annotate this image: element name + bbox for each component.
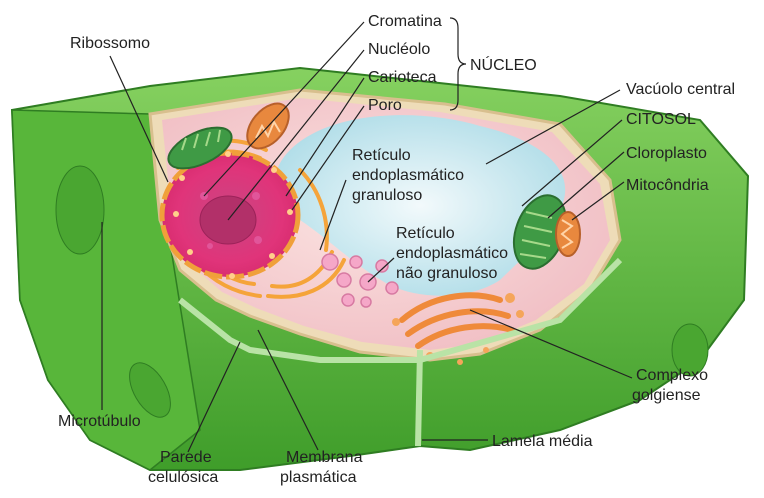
golgi-vesicles	[392, 293, 524, 365]
leader-nucleolo	[227, 49, 365, 221]
leader-lines	[101, 17, 633, 453]
label-citosol: CITOSOL	[626, 111, 696, 128]
leader-poro	[291, 105, 365, 211]
label-cromatina: Cromatina	[368, 13, 442, 30]
label-rer-line2: endoplasmático	[352, 167, 464, 184]
label-vacuolo: Vacúolo central	[626, 81, 735, 98]
middle-lamella	[415, 349, 423, 447]
leader-carioteca	[285, 77, 365, 197]
mitochondrion-right	[555, 211, 581, 257]
organelle-right-bottom	[671, 323, 709, 377]
label-membrana-line1: Membrana	[286, 449, 363, 466]
label-poro: Poro	[368, 97, 402, 114]
label-rer-line3: granuloso	[352, 187, 422, 204]
leader-cloroplasto	[547, 151, 625, 219]
leader-vacuolo	[485, 89, 621, 165]
label-parede-line2: celulósica	[148, 469, 218, 486]
label-nucleolo: Nucléolo	[368, 41, 430, 58]
nuclear-pores	[173, 151, 293, 279]
label-golgi-line1: Complexo	[636, 367, 708, 384]
leader-mitocondria	[571, 181, 625, 221]
golgi-apparatus	[399, 292, 515, 349]
labels: Ribossomo Cromatina Nucléolo Carioteca P…	[58, 13, 735, 486]
label-nucleo: NÚCLEO	[470, 55, 537, 74]
label-lamela: Lamela média	[492, 433, 593, 450]
leader-cromatina	[203, 21, 365, 197]
label-parede-line1: Parede	[160, 449, 212, 466]
leader-golgi	[469, 309, 633, 379]
smooth-er	[321, 253, 399, 308]
organelle-left-vacuole	[55, 165, 105, 255]
label-rel-line2: endoplasmático	[396, 245, 508, 262]
label-ribossomo: Ribossomo	[70, 35, 150, 52]
wall-edge-bottom	[178, 257, 623, 363]
leader-rel	[367, 257, 395, 283]
leader-ribossomo	[109, 55, 169, 183]
leader-parede	[187, 341, 241, 453]
label-membrana-line2: plasmática	[280, 469, 357, 486]
label-cloroplasto: Cloroplasto	[626, 145, 707, 162]
label-carioteca: Carioteca	[368, 69, 437, 86]
label-rel-line3: não granuloso	[396, 265, 498, 282]
leader-membrana	[257, 329, 319, 451]
label-rer-line1: Retículo	[352, 147, 411, 164]
chloroplast-top	[167, 126, 233, 170]
label-golgi-line2: golgiense	[632, 387, 701, 404]
label-rel-line1: Retículo	[396, 225, 455, 242]
label-microtubulo: Microtúbulo	[58, 413, 141, 430]
leader-citosol	[521, 119, 623, 207]
organelle-left-bottom	[129, 362, 171, 418]
leader-rer	[319, 179, 347, 251]
nucleo-bracket	[449, 17, 467, 111]
label-mitocondria: Mitocôndria	[626, 177, 709, 194]
